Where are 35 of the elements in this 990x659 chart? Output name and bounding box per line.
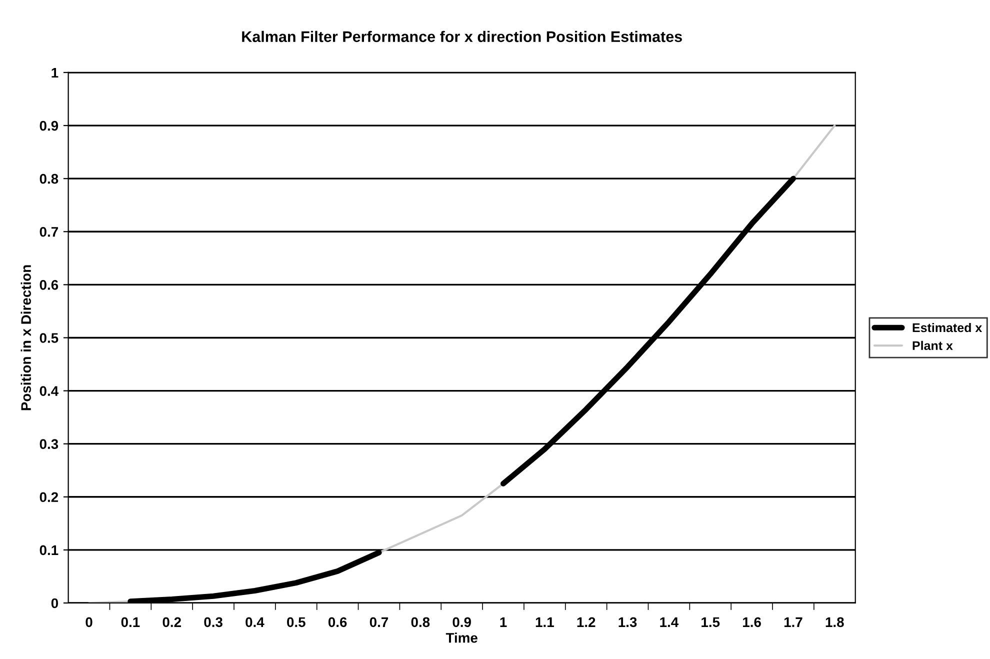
x-tick-label: 0.3 (204, 617, 222, 628)
y-tick-label: 0 (51, 598, 58, 608)
x-tick-label: 1.4 (660, 617, 679, 627)
x-axis-title: Time (446, 632, 478, 643)
y-tick-label: 0.2 (40, 492, 58, 502)
x-tick-label: 0.9 (452, 617, 471, 628)
legend-label: Plant x (912, 340, 953, 350)
y-tick-label: 0.1 (40, 545, 58, 556)
x-tick-label: 0 (86, 617, 92, 628)
x-tick-label: 1.1 (536, 617, 554, 627)
x-tick-label: 1.5 (702, 617, 720, 628)
chart-title: Kalman Filter Performance for x direction Position Estimates (242, 30, 682, 42)
y-tick-label: 0.5 (40, 333, 58, 343)
y-tick-label: 0.9 (40, 120, 58, 131)
x-tick-label: 1.3 (618, 617, 637, 628)
x-tick-label: 1.2 (577, 617, 596, 627)
y-tick-label: 1 (52, 68, 58, 78)
x-tick-label: 0.5 (287, 617, 306, 628)
x-tick-label: 1.6 (743, 617, 761, 628)
x-tick-label: 0.8 (411, 617, 430, 628)
y-tick-label: 0.6 (40, 280, 58, 290)
y-tick-label: 0.7 (40, 226, 58, 237)
y-axis-title: Position in x Direction (20, 265, 31, 410)
legend-label: Estimated x (912, 322, 982, 332)
x-tick-label: 0.2 (162, 617, 181, 628)
x-tick-label: 1 (500, 617, 507, 627)
y-tick-label: 0.3 (40, 439, 58, 450)
y-tick-label: 0.4 (40, 386, 59, 396)
x-tick-label: 0.1 (121, 617, 140, 628)
x-tick-label: 0.4 (246, 617, 264, 628)
x-tick-label: 0.6 (328, 617, 347, 628)
x-tick-label: 1.7 (784, 617, 802, 627)
x-tick-label: 1.8 (826, 617, 844, 628)
x-tick-label: 0.7 (370, 617, 388, 628)
y-tick-label: 0.8 (40, 174, 58, 184)
